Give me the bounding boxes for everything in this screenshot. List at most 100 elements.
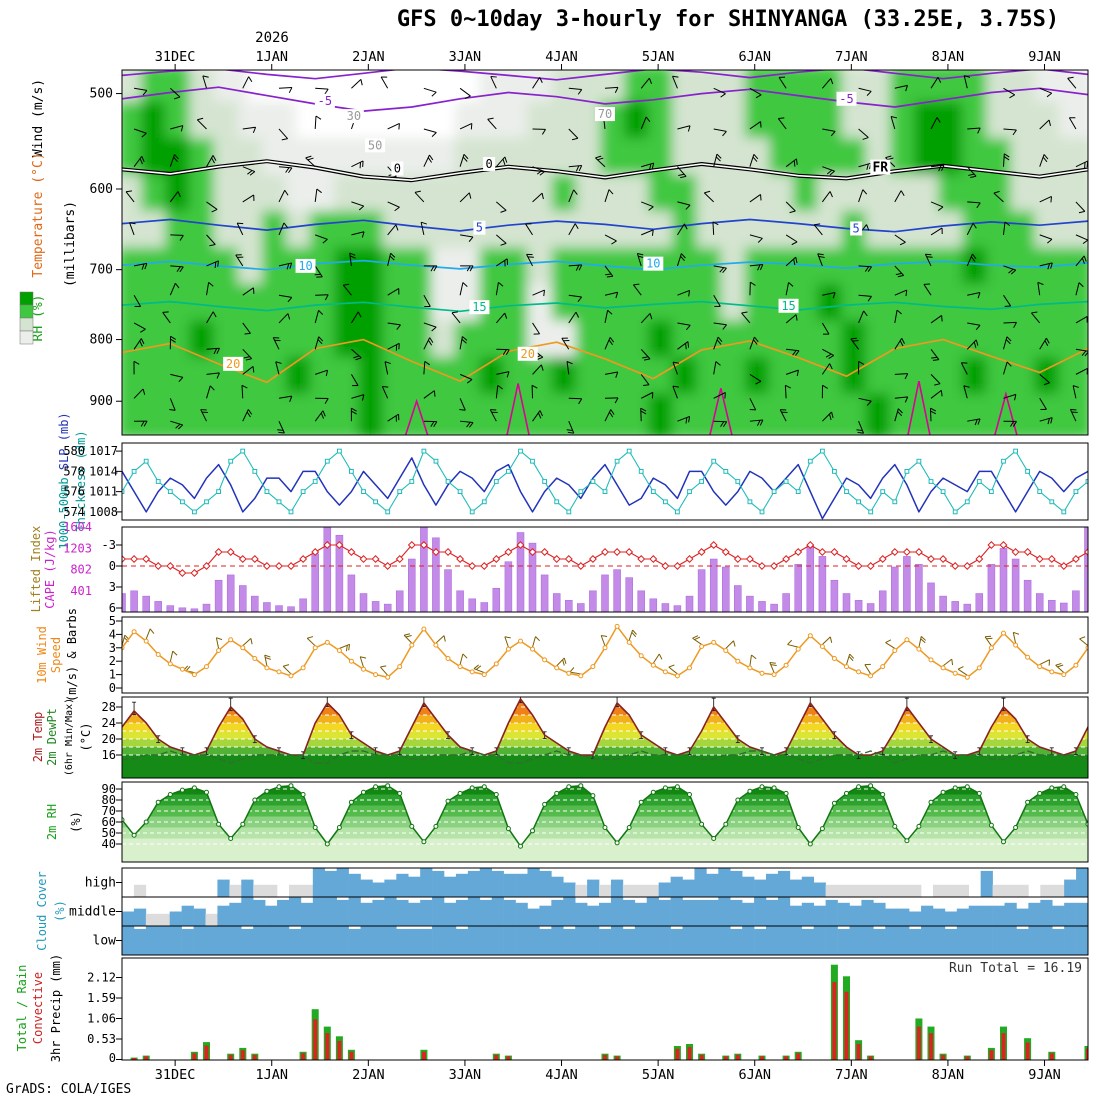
svg-text:40: 40 xyxy=(102,837,116,851)
svg-text:15: 15 xyxy=(472,300,486,314)
svg-text:1203: 1203 xyxy=(63,541,92,555)
svg-text:RH (%): RH (%) xyxy=(31,295,46,342)
svg-text:10: 10 xyxy=(298,259,312,273)
svg-text:70: 70 xyxy=(102,804,116,818)
svg-text:high: high xyxy=(85,876,116,891)
svg-text:0: 0 xyxy=(394,162,401,176)
svg-text:1.06: 1.06 xyxy=(87,1011,116,1025)
svg-text:CAPE (J/kg): CAPE (J/kg) xyxy=(43,529,57,608)
svg-text:(%): (%) xyxy=(53,900,67,922)
svg-text:5: 5 xyxy=(109,614,116,628)
svg-text:8JAN: 8JAN xyxy=(932,49,965,65)
svg-text:802: 802 xyxy=(70,563,92,577)
svg-text:(millibars): (millibars) xyxy=(63,201,78,287)
svg-text:50: 50 xyxy=(102,826,116,840)
svg-text:600: 600 xyxy=(90,182,113,197)
svg-text:0.53: 0.53 xyxy=(87,1032,116,1046)
grads-credit: GrADS: COLA/IGES xyxy=(6,1082,132,1097)
svg-text:28: 28 xyxy=(102,700,116,714)
temp2m-panel: 28 24 20 16 xyxy=(102,696,1089,779)
svg-text:500: 500 xyxy=(90,87,113,102)
svg-text:800: 800 xyxy=(90,333,113,348)
svg-text:1017: 1017 xyxy=(89,444,118,458)
cloud-cover-panel: high middle low xyxy=(69,867,1089,956)
svg-text:Total / Rain: Total / Rain xyxy=(15,965,29,1052)
svg-text:0: 0 xyxy=(109,559,116,573)
svg-text:2JAN: 2JAN xyxy=(352,49,385,65)
svg-text:-5: -5 xyxy=(318,94,332,108)
svg-text:2.12: 2.12 xyxy=(87,970,116,984)
svg-text:580: 580 xyxy=(63,444,85,458)
svg-text:1.59: 1.59 xyxy=(87,991,116,1005)
svg-text:4JAN: 4JAN xyxy=(545,1067,578,1083)
svg-text:3: 3 xyxy=(109,641,116,655)
svg-text:24: 24 xyxy=(102,716,116,730)
svg-text:Temperature (°C): Temperature (°C) xyxy=(31,152,46,277)
svg-text:3hr Precip (mm): 3hr Precip (mm) xyxy=(49,954,63,1062)
svg-text:Cloud Cover: Cloud Cover xyxy=(35,871,49,950)
precip-panel: 2.12 1.59 1.06 0.53 0 xyxy=(87,957,1089,1065)
left-axis-labels: Wind (m/s)Temperature (°C) (millibars) RH … xyxy=(15,79,93,1062)
svg-text:Speed: Speed xyxy=(49,637,63,673)
svg-text:1000-500mb SLP (mb): 1000-500mb SLP (mb) xyxy=(57,412,71,549)
svg-text:401: 401 xyxy=(70,584,92,598)
svg-text:9JAN: 9JAN xyxy=(1028,1067,1061,1083)
svg-text:5JAN: 5JAN xyxy=(642,1067,675,1083)
svg-text:31DEC: 31DEC xyxy=(155,1067,196,1083)
svg-text:(%): (%) xyxy=(69,811,83,833)
svg-text:2JAN: 2JAN xyxy=(352,1067,385,1083)
svg-text:576: 576 xyxy=(63,485,85,499)
svg-text:Thickness (dm): Thickness (dm) xyxy=(74,430,88,531)
bottom-date-axis: 31DEC 1JAN 2JAN 3JAN 4JAN 5JAN 6JAN 7JAN 8JAN 9JA… xyxy=(155,1060,1061,1083)
svg-text:3: 3 xyxy=(109,580,116,594)
svg-text:0: 0 xyxy=(109,1051,116,1065)
svg-text:574: 574 xyxy=(63,505,85,519)
svg-text:10m Wind: 10m Wind xyxy=(35,626,49,684)
svg-text:2m RH: 2m RH xyxy=(45,804,59,840)
svg-text:9JAN: 9JAN xyxy=(1028,49,1061,65)
svg-text:20: 20 xyxy=(226,357,240,371)
svg-text:Convective: Convective xyxy=(31,972,45,1044)
year-label: 2026 xyxy=(255,30,289,46)
svg-text:31DEC: 31DEC xyxy=(155,49,196,65)
svg-text:2m Temp: 2m Temp xyxy=(31,712,45,763)
svg-text:10: 10 xyxy=(646,257,660,271)
svg-text:60: 60 xyxy=(102,815,116,829)
svg-text:700: 700 xyxy=(90,263,113,278)
svg-text:20: 20 xyxy=(520,347,534,361)
svg-text:20: 20 xyxy=(102,732,116,746)
svg-text:90: 90 xyxy=(102,782,116,796)
svg-text:5JAN: 5JAN xyxy=(642,49,675,65)
svg-text:578: 578 xyxy=(63,464,85,478)
cape-li-panel: 1604 1203 802 401 -3 0 3 6 xyxy=(63,520,1089,615)
svg-text:30: 30 xyxy=(347,109,361,123)
svg-text:(°C): (°C) xyxy=(79,723,93,752)
svg-text:1604: 1604 xyxy=(63,520,92,534)
svg-text:4JAN: 4JAN xyxy=(545,49,578,65)
svg-text:6JAN: 6JAN xyxy=(738,49,771,65)
svg-text:1008: 1008 xyxy=(89,505,118,519)
svg-text:2: 2 xyxy=(109,654,116,668)
svg-text:1014: 1014 xyxy=(89,464,118,478)
page-title: GFS 0~10day 3-hourly for SHINYANGA (33.2… xyxy=(396,7,1060,32)
svg-text:FR: FR xyxy=(872,161,888,176)
svg-text:15: 15 xyxy=(781,299,795,313)
svg-text:16: 16 xyxy=(102,748,116,762)
svg-text:-3: -3 xyxy=(102,538,116,552)
svg-text:0: 0 xyxy=(485,157,492,171)
svg-text:8JAN: 8JAN xyxy=(932,1067,965,1083)
svg-text:900: 900 xyxy=(90,394,113,409)
svg-text:-5: -5 xyxy=(839,92,853,106)
svg-text:2m DewPt: 2m DewPt xyxy=(45,708,59,766)
svg-text:5: 5 xyxy=(853,221,860,235)
svg-text:1: 1 xyxy=(109,668,116,682)
svg-text:5: 5 xyxy=(476,221,483,235)
svg-text:(6hr Min/Max): (6hr Min/Max) xyxy=(64,698,75,776)
svg-text:50: 50 xyxy=(368,138,382,152)
svg-text:middle: middle xyxy=(69,905,116,920)
svg-text:6: 6 xyxy=(109,601,116,615)
